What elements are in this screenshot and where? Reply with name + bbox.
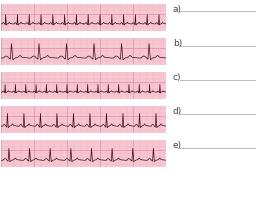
Text: d): d): [173, 107, 182, 116]
Text: b): b): [173, 39, 182, 48]
Text: c): c): [173, 73, 181, 82]
Text: a): a): [173, 5, 182, 14]
Text: e): e): [173, 141, 182, 150]
